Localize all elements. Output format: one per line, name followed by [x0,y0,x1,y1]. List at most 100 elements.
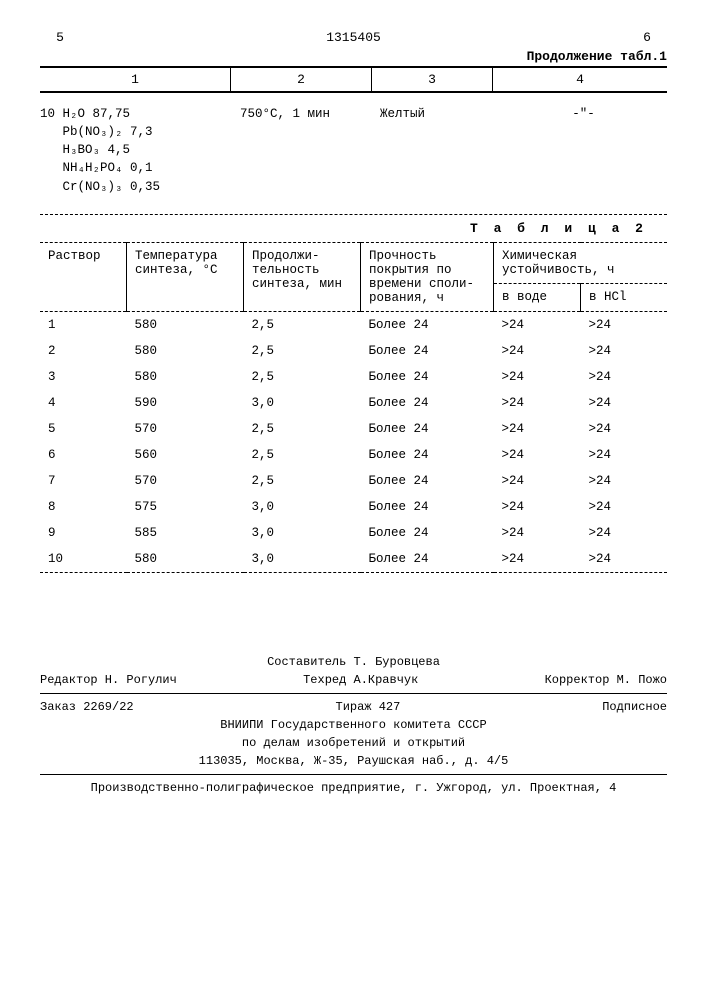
table-cell: 580 [127,546,244,573]
table-cell: 8 [40,494,127,520]
table-cell: Более 24 [361,390,494,416]
table-cell: Более 24 [361,442,494,468]
table-cell: 3,0 [244,494,361,520]
table-row: 105803,0Более 24>24>24 [40,546,667,573]
table-cell: Более 24 [361,416,494,442]
table-row: 55702,5Более 24>24>24 [40,416,667,442]
table-cell: >24 [581,390,668,416]
compiler-line: Составитель Т. Буровцева [40,653,667,671]
table-row: 65602,5Более 24>24>24 [40,442,667,468]
compound-line: Cr(NO₃)₃ 0,35 [63,180,161,194]
compound-line: Pb(NO₃)₂ 7,3 [63,125,153,139]
ditto-mark: -"- [500,105,667,123]
table-cell: >24 [494,468,581,494]
table-cell: 585 [127,520,244,546]
table-cell: 580 [127,364,244,390]
table-cell: 2,5 [244,311,361,338]
table-cell: >24 [494,416,581,442]
table-row: 75702,5Более 24>24>24 [40,468,667,494]
th-temp: Температура синтеза, °C [127,242,244,311]
table-cell: >24 [494,494,581,520]
table-cell: >24 [494,390,581,416]
color-value: Желтый [380,105,500,123]
tech-editor: Техред А.Кравчук [303,671,418,689]
table-cell: 4 [40,390,127,416]
compound-line: H₂O 87,75 [63,107,131,121]
separator [40,214,667,215]
table-cell: 570 [127,468,244,494]
table-cell: 6 [40,442,127,468]
table-cell: >24 [494,442,581,468]
table-row: 15802,5Более 24>24>24 [40,311,667,338]
th-solution: Раствор [40,242,127,311]
col-4: 4 [492,68,667,91]
th-strength: Прочность покрытия по времени споли-рова… [361,242,494,311]
table-cell: Более 24 [361,494,494,520]
table-cell: >24 [581,364,668,390]
table-cell: Более 24 [361,520,494,546]
table2-label: Т а б л и ц а 2 [40,221,647,236]
table-cell: >24 [581,416,668,442]
table-cell: 2,5 [244,364,361,390]
col-3: 3 [371,68,492,91]
table-cell: Более 24 [361,364,494,390]
table-cell: 3,0 [244,390,361,416]
table-cell: 580 [127,311,244,338]
subscription: Подписное [602,698,667,716]
compound-line: H₃BO₃ 4,5 [63,143,131,157]
th-water: в воде [494,284,581,311]
table-cell: >24 [581,494,668,520]
table-cell: >24 [494,520,581,546]
table-cell: >24 [494,546,581,573]
table-cell: Более 24 [361,546,494,573]
table-cell: 580 [127,338,244,364]
table1-column-header: 1 2 3 4 [40,66,667,93]
table-cell: >24 [581,311,668,338]
table-row: 95853,0Более 24>24>24 [40,520,667,546]
table-cell: 3,0 [244,520,361,546]
org-line2: по делам изобретений и открытий [40,734,667,752]
print-house: Производственно-полиграфическое предприя… [40,779,667,797]
org-line1: ВНИИПИ Государственного комитета СССР [40,716,667,734]
table-cell: Более 24 [361,338,494,364]
table-cell: 560 [127,442,244,468]
th-duration: Продолжи-тельность синтеза, мин [244,242,361,311]
table-row: 45903,0Более 24>24>24 [40,390,667,416]
table-cell: 3 [40,364,127,390]
table-cell: >24 [494,364,581,390]
row-number: 10 [40,107,55,121]
table-cell: 590 [127,390,244,416]
table-cell: >24 [494,338,581,364]
document-footer: Составитель Т. Буровцева Редактор Н. Рог… [40,653,667,797]
table-cell: >24 [581,520,668,546]
table-cell: 570 [127,416,244,442]
table2: Раствор Температура синтеза, °C Продолжи… [40,242,667,573]
compound-line: NH₄H₂PO₄ 0,1 [63,161,153,175]
table-cell: 5 [40,416,127,442]
table-cell: 10 [40,546,127,573]
col-1: 1 [40,68,230,91]
order-number: Заказ 2269/22 [40,698,134,716]
th-chem: Химическая устойчивость, ч [494,242,668,284]
table-cell: 3,0 [244,546,361,573]
table-cell: 575 [127,494,244,520]
table-cell: 2,5 [244,416,361,442]
document-number: 1315405 [326,30,381,45]
table-cell: >24 [581,546,668,573]
table-cell: 2,5 [244,468,361,494]
th-hcl: в HCl [581,284,668,311]
table-cell: 2 [40,338,127,364]
table-cell: >24 [581,468,668,494]
col-2: 2 [230,68,371,91]
table-row: 85753,0Более 24>24>24 [40,494,667,520]
continuation-label: Продолжение табл.1 [40,49,667,64]
page-num-left: 5 [40,30,80,45]
table-row: 25802,5Более 24>24>24 [40,338,667,364]
table-cell: Более 24 [361,468,494,494]
table-cell: 2,5 [244,338,361,364]
corrector: Корректор М. Пожо [545,671,667,689]
table-cell: 7 [40,468,127,494]
table-cell: Более 24 [361,311,494,338]
table-cell: >24 [581,442,668,468]
synthesis-temp: 750°C, 1 мин [240,105,380,123]
